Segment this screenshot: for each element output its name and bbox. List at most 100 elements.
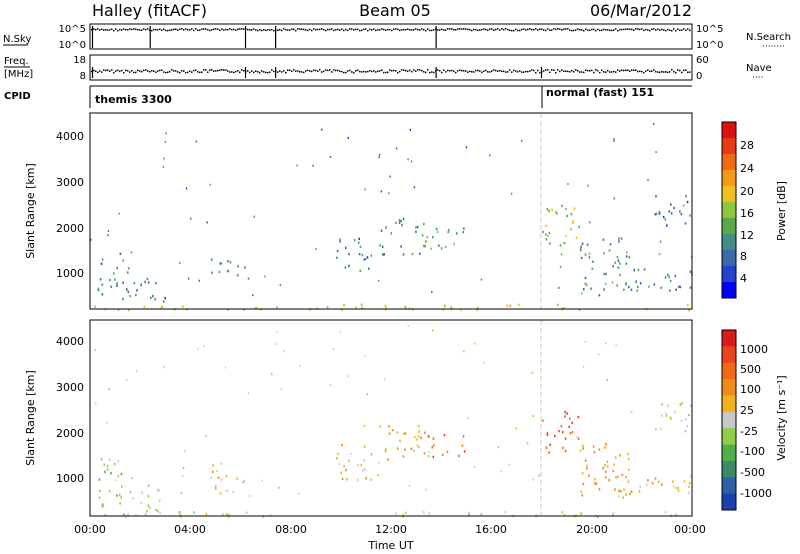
freq-point <box>215 70 217 72</box>
nsky-point <box>491 28 493 30</box>
power-cell <box>135 293 137 297</box>
velocity-cell <box>402 455 405 458</box>
power-cell <box>276 306 278 309</box>
power-cell <box>655 195 657 198</box>
freq-point <box>343 71 345 74</box>
velocity-cell <box>432 437 435 440</box>
power-cell <box>367 267 370 270</box>
nsky-point <box>265 29 267 32</box>
velocity-cell <box>145 510 148 513</box>
velocity-cell <box>483 361 485 364</box>
freq-point <box>519 70 521 72</box>
freq-point <box>515 70 517 72</box>
nsky-point <box>489 28 491 30</box>
freq-point <box>123 71 125 74</box>
freq-point <box>347 70 349 72</box>
velocity-cell <box>568 425 571 429</box>
power-cell <box>633 268 635 271</box>
nsky-point <box>337 28 339 31</box>
velocity-cell <box>598 448 601 451</box>
power-colorbar-swatch <box>722 138 736 155</box>
velocity-cell <box>666 404 669 407</box>
freq-point <box>161 69 163 71</box>
nsearch-legend-dots: ········ <box>762 42 785 52</box>
velocity-colorbar-swatch <box>722 428 736 446</box>
power-cell <box>321 128 323 131</box>
velocity-cell <box>236 477 238 480</box>
nsky-point <box>623 28 625 31</box>
velocity-cell <box>446 450 449 454</box>
nsky-point <box>635 28 637 30</box>
power-cell <box>146 277 149 281</box>
freq-point <box>293 69 295 71</box>
velocity-cell <box>606 465 609 468</box>
velocity-cell <box>571 421 573 425</box>
nsky-point <box>403 28 405 31</box>
velocity-cell <box>144 512 147 516</box>
velocity-ytick: 4000 <box>56 335 84 348</box>
nsky-point <box>583 29 585 32</box>
velocity-cell <box>271 373 273 376</box>
power-cell <box>206 221 208 224</box>
power-cell <box>219 262 222 265</box>
power-cell <box>182 305 184 308</box>
power-cell <box>590 287 592 290</box>
nsky-point <box>567 28 569 30</box>
freq-point <box>111 69 113 71</box>
nsky-point <box>201 28 203 30</box>
velocity-cell <box>596 515 599 519</box>
nsky-point <box>559 28 561 30</box>
nsky-point <box>533 29 535 31</box>
power-cbar-tick: 28 <box>740 139 754 152</box>
power-cell <box>658 253 661 256</box>
freq-point <box>477 69 479 72</box>
power-cell <box>635 280 637 283</box>
nsky-point <box>609 29 611 32</box>
velocity-cell <box>121 485 123 488</box>
nave-tick-bottom: 0 <box>696 71 702 82</box>
velocity-cell <box>630 490 633 493</box>
freq-point <box>505 71 507 73</box>
velocity-cell <box>120 472 123 476</box>
power-cell <box>247 277 250 280</box>
velocity-cell <box>205 512 208 516</box>
nsky-point <box>405 28 407 31</box>
power-cell <box>548 231 551 235</box>
velocity-cell <box>541 419 544 422</box>
power-colorbar-swatch <box>722 122 736 139</box>
power-cell <box>162 300 165 303</box>
velocity-cell <box>584 340 587 343</box>
power-cell <box>636 289 639 292</box>
power-cell <box>480 278 483 281</box>
velocity-cell <box>184 450 186 453</box>
nsky-point <box>673 28 675 30</box>
power-cell <box>187 277 190 280</box>
freq-point <box>535 71 537 74</box>
power-cell <box>416 225 419 229</box>
nsky-point <box>495 28 497 31</box>
freq-point <box>101 71 103 73</box>
velocity-cell <box>579 512 582 515</box>
power-cell <box>383 253 386 256</box>
power-cell <box>628 256 631 259</box>
velocity-colorbar-swatch <box>722 379 736 396</box>
freq-point <box>413 69 415 71</box>
power-cell <box>509 304 511 308</box>
freq-point <box>459 69 461 71</box>
velocity-cell <box>562 446 564 450</box>
freq-point <box>643 71 645 74</box>
velocity-cell <box>98 489 101 493</box>
power-cell <box>598 294 601 297</box>
power-cell <box>154 297 157 301</box>
nsky-point <box>231 28 233 31</box>
velocity-cell <box>155 508 157 512</box>
power-cell <box>425 240 427 243</box>
freq-point <box>549 71 551 74</box>
freq-point <box>421 69 423 72</box>
freq-point <box>385 71 387 74</box>
power-cell <box>398 219 401 222</box>
freq-point <box>565 70 567 72</box>
nsky-point <box>309 28 311 31</box>
freq-point <box>195 69 197 71</box>
nsky-point <box>125 28 127 31</box>
